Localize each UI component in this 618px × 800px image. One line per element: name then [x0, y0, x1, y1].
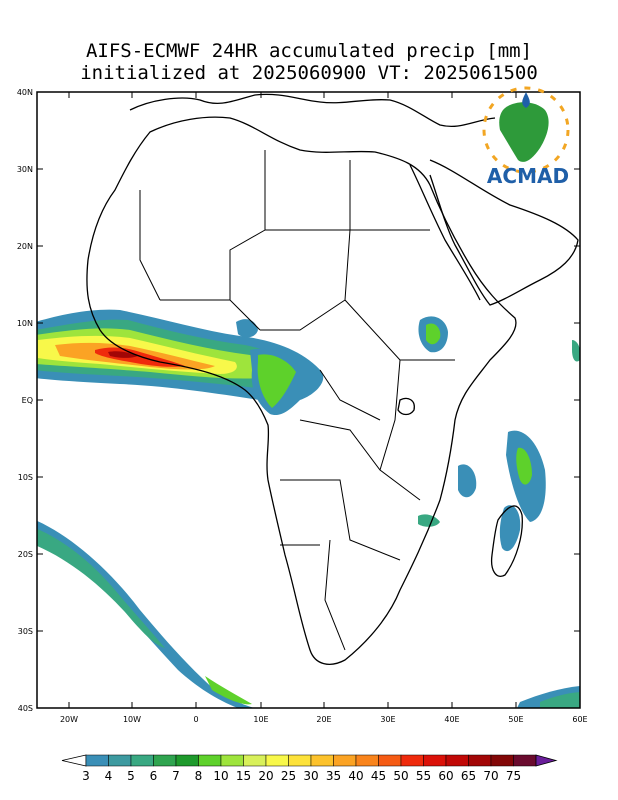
- colorbar-swatch: [130, 754, 154, 767]
- lat-label: 30S: [18, 627, 33, 636]
- colorbar-swatch: [108, 754, 132, 767]
- lat-label: 10S: [18, 473, 33, 482]
- lat-label: 20N: [17, 242, 33, 251]
- colorbar-swatch: [423, 754, 447, 767]
- colorbar-swatch: [85, 754, 109, 767]
- colorbar-label: 65: [461, 769, 476, 783]
- colorbar-label: 70: [483, 769, 498, 783]
- colorbar-swatch: [400, 754, 424, 767]
- colorbar-swatch: [445, 754, 469, 767]
- acmad-logo-text: ACMAD: [487, 164, 569, 188]
- colorbar-label: 4: [105, 769, 113, 783]
- colorbar-swatch: [265, 754, 289, 767]
- lat-label: 40N: [17, 88, 33, 97]
- colorbar-swatch: [468, 754, 492, 767]
- map-title-line-2: initialized at 2025060900 VT: 2025061500: [80, 62, 538, 84]
- precip-mozambique: [418, 514, 440, 527]
- colorbar-swatch: [153, 754, 177, 767]
- precip-atlantic-band-darkred: [108, 351, 138, 358]
- colorbar-swatch: [243, 754, 267, 767]
- coastlines: [86, 93, 579, 665]
- colorbar-label: 40: [348, 769, 363, 783]
- map-title-line-1: AIFS-ECMWF 24HR accumulated precip [mm]: [85, 40, 533, 62]
- sun-rays-icon: [482, 86, 570, 174]
- precip-madagascar-east: [499, 505, 521, 552]
- colorbar-over-arrow: [535, 754, 558, 767]
- latitude-axis: 40N 30N 20N 10N EQ 10S 20S 30S 40S: [17, 88, 580, 713]
- precip-east-edge: [572, 340, 580, 362]
- lake-victoria: [397, 397, 415, 416]
- precip-indian-ocean-west: [458, 464, 477, 498]
- africa-coastline: [86, 116, 517, 665]
- colorbar-label: 10: [213, 769, 228, 783]
- lat-label: 40S: [18, 704, 33, 713]
- precip-central-africa-green: [257, 354, 296, 408]
- colorbar-label: 35: [326, 769, 341, 783]
- colorbar-label: 5: [127, 769, 135, 783]
- lat-label: EQ: [22, 396, 33, 405]
- colorbar-label: 7: [172, 769, 180, 783]
- lon-label: 0: [193, 715, 198, 724]
- precip-south-atlantic-band-light: [205, 676, 252, 705]
- lon-label: 50E: [508, 715, 523, 724]
- colorbar-swatch: [175, 754, 199, 767]
- colorbar-label: 8: [195, 769, 203, 783]
- colorbar-label: 3: [82, 769, 90, 783]
- mediterranean-europe: [129, 93, 496, 127]
- border-lines: [139, 150, 455, 651]
- precip-field: [37, 309, 580, 708]
- lon-label: 30E: [380, 715, 395, 724]
- precip-indian-ocean-green: [516, 447, 532, 485]
- colorbar-label: 60: [438, 769, 453, 783]
- colorbar-label: 75: [506, 769, 521, 783]
- colorbar-label: 55: [416, 769, 431, 783]
- colorbar-under-arrow: [61, 754, 87, 767]
- colorbar-swatch: [288, 754, 312, 767]
- lon-label: 60E: [572, 715, 587, 724]
- red-sea-coast: [409, 164, 481, 301]
- colorbar-label: 6: [150, 769, 158, 783]
- colorbar-swatch: [513, 754, 537, 767]
- colorbar-label: 20: [258, 769, 273, 783]
- africa-silhouette-icon: [499, 102, 549, 162]
- country-borders: [139, 150, 455, 651]
- colorbar-swatch: [333, 754, 357, 767]
- precip-cameroon-blob: [236, 319, 258, 338]
- colorbar-swatch: [198, 754, 222, 767]
- lon-label: 20W: [60, 715, 78, 724]
- colorbar-label: 25: [281, 769, 296, 783]
- colorbar-swatch: [220, 754, 244, 767]
- precip-ethiopia-green: [426, 323, 441, 345]
- lon-label: 20E: [316, 715, 331, 724]
- arabian-peninsula: [429, 159, 579, 306]
- colorbar-swatch: [490, 754, 514, 767]
- colorbar-swatch: [310, 754, 334, 767]
- precip-southeast-band-green: [540, 692, 580, 708]
- precip-south-atlantic-band-green: [37, 528, 165, 648]
- lat-label: 30N: [17, 165, 33, 174]
- colorbar-label: 30: [303, 769, 318, 783]
- longitude-axis: 20W 10W 0 10E 20E 30E 40E 50E 60E: [60, 92, 588, 724]
- colorbar-label: 50: [393, 769, 408, 783]
- lon-label: 10W: [123, 715, 141, 724]
- colorbar: 3 4 5 6 7 8 10 15 20 25 30 35 40 45 50 55 60 65 70 75: [61, 754, 558, 783]
- colorbar-label: 45: [371, 769, 386, 783]
- lon-label: 10E: [253, 715, 268, 724]
- acmad-logo: ACMAD: [482, 86, 570, 188]
- colorbar-swatch: [355, 754, 379, 767]
- lat-label: 10N: [17, 319, 33, 328]
- colorbar-swatch: [378, 754, 402, 767]
- colorbar-label: 15: [236, 769, 251, 783]
- lat-label: 20S: [18, 550, 33, 559]
- water-drop-icon: [522, 92, 530, 108]
- madagascar: [490, 505, 523, 577]
- lon-label: 40E: [444, 715, 459, 724]
